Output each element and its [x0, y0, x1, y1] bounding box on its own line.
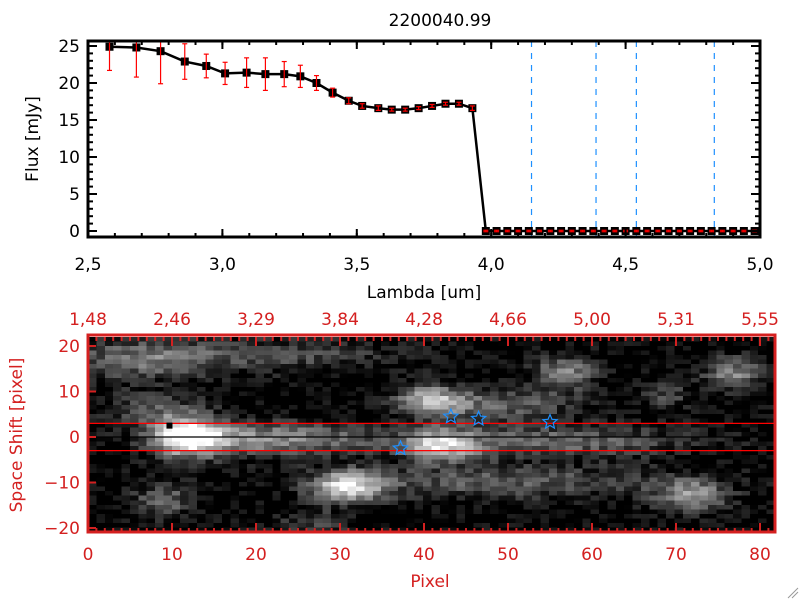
x-tick-label: 10 — [161, 545, 183, 565]
x-tick-label: 2,5 — [74, 255, 101, 275]
x-tick-label: 4,0 — [478, 255, 505, 275]
x-tick-label: 50 — [497, 545, 519, 565]
star-icon — [469, 409, 488, 427]
top-wavelength-tick-label: 5,00 — [573, 310, 611, 330]
y-tick-label: 0 — [69, 222, 80, 242]
y-tick-label: 15 — [58, 111, 80, 131]
y-tick-label: −20 — [44, 519, 80, 539]
star-icon — [391, 439, 410, 456]
x-tick-label: 80 — [749, 545, 771, 565]
bottom-plot-frame — [86, 333, 777, 534]
x-tick-label: 20 — [245, 545, 267, 565]
y-tick-label: 20 — [58, 337, 80, 357]
top-wavelength-tick-label: 4,66 — [489, 310, 527, 330]
chart-title: 2200040.99 — [389, 11, 492, 31]
x-tick-label: 5,0 — [746, 255, 773, 275]
trace-marker — [166, 422, 173, 429]
x-axis-label: Lambda [um] — [367, 283, 481, 303]
x-tick-label: 60 — [581, 545, 603, 565]
x-tick-label: 3,5 — [343, 255, 370, 275]
top-wavelength-tick-label: 1,48 — [69, 310, 107, 330]
top-wavelength-tick-label: 4,28 — [405, 310, 443, 330]
top-wavelength-tick-label: 3,29 — [237, 310, 275, 330]
x-tick-label: 30 — [329, 545, 351, 565]
top-wavelength-tick-label: 2,46 — [153, 310, 191, 330]
y-tick-label: 20 — [58, 74, 80, 94]
spectrum-2d-image — [88, 337, 775, 532]
x-axis-label: Pixel — [410, 572, 449, 592]
star-icon — [541, 412, 559, 430]
y-tick-label: 0 — [69, 428, 80, 448]
y-tick-label: 5 — [69, 185, 80, 205]
top-wavelength-tick-label: 5,31 — [657, 310, 695, 330]
y-tick-label: 25 — [58, 37, 80, 57]
top-wavelength-tick-label: 3,84 — [321, 310, 359, 330]
top-plot-frame — [86, 39, 762, 239]
y-tick-label: 10 — [58, 148, 80, 168]
top-wavelength-tick-label: 5,55 — [741, 310, 779, 330]
x-tick-label: 3,0 — [209, 255, 236, 275]
y-tick-label: −10 — [44, 474, 80, 494]
y-axis-label: Space Shift [pixel] — [7, 358, 27, 513]
x-tick-label: 0 — [83, 545, 94, 565]
star-icon — [442, 407, 460, 424]
x-tick-label: 4,5 — [612, 255, 639, 275]
x-tick-label: 70 — [665, 545, 687, 565]
y-tick-label: 10 — [58, 383, 80, 403]
resize-grip-icon — [787, 587, 799, 599]
x-tick-label: 40 — [413, 545, 435, 565]
y-axis-label: Flux [mJy] — [23, 96, 43, 182]
